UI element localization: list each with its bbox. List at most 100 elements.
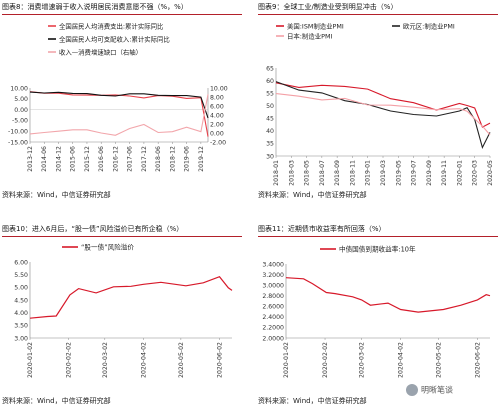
y-tick-label: -5.00 — [12, 118, 28, 125]
series-line-3 — [29, 94, 209, 136]
y-tick-label: 0.00 — [14, 107, 28, 114]
x-tick-label: 2020-05-02 — [435, 342, 442, 378]
figure9-title-rule — [258, 14, 498, 15]
legend-label-1: 中债国债到期收益率:10年 — [339, 245, 416, 254]
y-tick-label: 5.00 — [14, 285, 28, 292]
x-tick-label: 2016-12 — [112, 146, 119, 172]
figure10-title: 图表10：进入6月后，“股一债”风险溢价已有所企稳（%） — [2, 225, 184, 233]
figure8-source: 资料来源：Wind，中信证券研究部 — [2, 191, 111, 199]
x-tick-label: 2019-07 — [411, 160, 418, 186]
x-tick-label: 2018-01 — [273, 160, 280, 186]
y-tick-label: 3.4000 — [262, 261, 284, 268]
figure11-chart: 3.4000 3.2000 3.0000 2.8000 2.6000 2.4000 2.20… — [262, 245, 491, 378]
x-tick-label: 2020-03-02 — [359, 342, 366, 378]
figure11-title: 图表11：近期债市收益率有所回落（%） — [258, 225, 386, 233]
y-tick-label: 2.8000 — [262, 293, 284, 300]
y-tick-label: 55 — [266, 90, 274, 97]
legend-label-3: 收入—消费增速缺口（右轴） — [59, 48, 142, 57]
x-tick-label: 2019-03 — [380, 160, 387, 186]
series-line-3 — [275, 93, 491, 136]
x-tick-label: 2019-09 — [426, 160, 433, 186]
x-tick-label: 2018-05 — [304, 160, 311, 186]
series-line-1 — [29, 91, 209, 137]
x-tick-label: 2020-04-02 — [398, 342, 405, 378]
y-tick-label: 3.50 — [14, 323, 28, 330]
y-tick-label: 30 — [266, 153, 274, 160]
x-tick-label: 2014-12 — [55, 146, 62, 172]
y-tick-label: -15.00 — [8, 139, 28, 146]
x-tick-label: 2020-01-02 — [283, 342, 290, 378]
y-tick-label: 5.00 — [14, 96, 28, 103]
x-tick-label: 2020-01-02 — [27, 342, 34, 378]
y-right-tick-label: 2.00 — [210, 121, 224, 128]
legend-label-1: 全国居民人均消费支出:累计实际同比 — [59, 22, 164, 31]
x-tick-label: 2016-06 — [98, 146, 105, 172]
x-tick-label: 2018-11 — [349, 160, 356, 186]
figure8-chart: 10.00 5.00 0.00 -5.00 -10.00 -15.00 10.00 8.00 6… — [8, 22, 228, 172]
y-right-tick-label: 6.00 — [210, 103, 224, 110]
y-tick-label: 35 — [266, 141, 274, 148]
x-tick-label: 2015-06 — [70, 146, 77, 172]
x-tick-label: 2014-06 — [41, 146, 48, 172]
y-tick-label: 2.0000 — [262, 335, 284, 342]
figure8-title: 图表8：消费增速弱于收入说明居民消费意愿不强（%，%） — [2, 3, 188, 11]
y-tick-label: 3.0000 — [262, 282, 284, 289]
figure9-title: 图表9：全球工业/制造业受到明显冲击（%） — [258, 3, 398, 11]
y-tick-label: 10.00 — [10, 85, 28, 92]
series-line-1 — [275, 82, 491, 128]
x-tick-label: 2019-05 — [395, 160, 402, 186]
figure11-source: 资料来源：Wind，中信证券研究部 — [258, 397, 367, 405]
x-tick-label: 2017-12 — [141, 146, 148, 172]
y-tick-label: 6.00 — [14, 259, 28, 266]
y-right-tick-label: 0.00 — [210, 130, 224, 137]
x-tick-label: 2020-03-02 — [102, 342, 109, 378]
series-line-2 — [29, 91, 209, 119]
x-tick-label: 2020-06-02 — [474, 342, 481, 378]
y-tick-label: 2.2000 — [262, 325, 284, 332]
y-right-tick-label: -2.00 — [210, 139, 226, 146]
series-line-2 — [275, 81, 491, 150]
x-tick-label: 2019-01 — [365, 160, 372, 186]
legend-label-2: 全国居民人均可支配收入:累计实际同比 — [59, 35, 170, 44]
x-tick-label: 2019-12 — [198, 146, 205, 172]
series-line-1 — [285, 277, 491, 313]
x-tick-label: 2018-12 — [169, 146, 176, 172]
x-tick-label: 2020-05 — [487, 160, 494, 186]
legend-label-1: “股一债”风险溢价 — [81, 243, 134, 252]
watermark: 明晰笔谈 — [406, 384, 453, 396]
y-tick-label: 40 — [266, 128, 274, 135]
figure11-title-rule — [258, 236, 498, 237]
x-tick-label: 2015-12 — [84, 146, 91, 172]
y-tick-label: 60 — [266, 78, 274, 85]
y-tick-label: 2.4000 — [262, 314, 284, 321]
x-tick-label: 2020-02-02 — [322, 342, 329, 378]
x-tick-label: 2018-03 — [288, 160, 295, 186]
x-tick-label: 2020-02-02 — [66, 342, 73, 378]
figure8-title-rule — [2, 14, 242, 15]
x-tick-label: 2020-03 — [472, 160, 479, 186]
y-right-tick-label: 10.00 — [210, 85, 228, 92]
y-tick-label: 3.2000 — [262, 272, 284, 279]
x-tick-label: 2020-04-02 — [140, 342, 147, 378]
x-tick-label: 2020-01 — [456, 160, 463, 186]
x-tick-label: 2013-12 — [27, 146, 34, 172]
x-tick-label: 2018-06 — [155, 146, 162, 172]
y-tick-label: 65 — [266, 65, 274, 72]
figure10-source: 资料来源：Wind，中信证券研究部 — [2, 397, 111, 405]
figure10-title-rule — [2, 236, 242, 237]
y-right-tick-label: 8.00 — [210, 94, 224, 101]
x-tick-label: 2018-07 — [319, 160, 326, 186]
figure9-source: 资料来源：Wind，中信证券研究部 — [258, 191, 367, 199]
y-tick-label: 4.00 — [14, 310, 28, 317]
legend-label-2: 欧元区:制造业PMI — [403, 22, 455, 31]
y-tick-label: 3.00 — [14, 335, 28, 342]
y-tick-label: -10.00 — [8, 129, 28, 136]
legend-label-1: 美国:ISM制造业PMI — [287, 22, 344, 31]
x-tick-label: 2020-06-02 — [217, 342, 224, 378]
x-tick-label: 2019-11 — [441, 160, 448, 186]
watermark-text: 明晰笔谈 — [421, 385, 453, 395]
y-tick-label: 4.50 — [14, 297, 28, 304]
y-right-tick-label: 4.00 — [210, 112, 224, 119]
